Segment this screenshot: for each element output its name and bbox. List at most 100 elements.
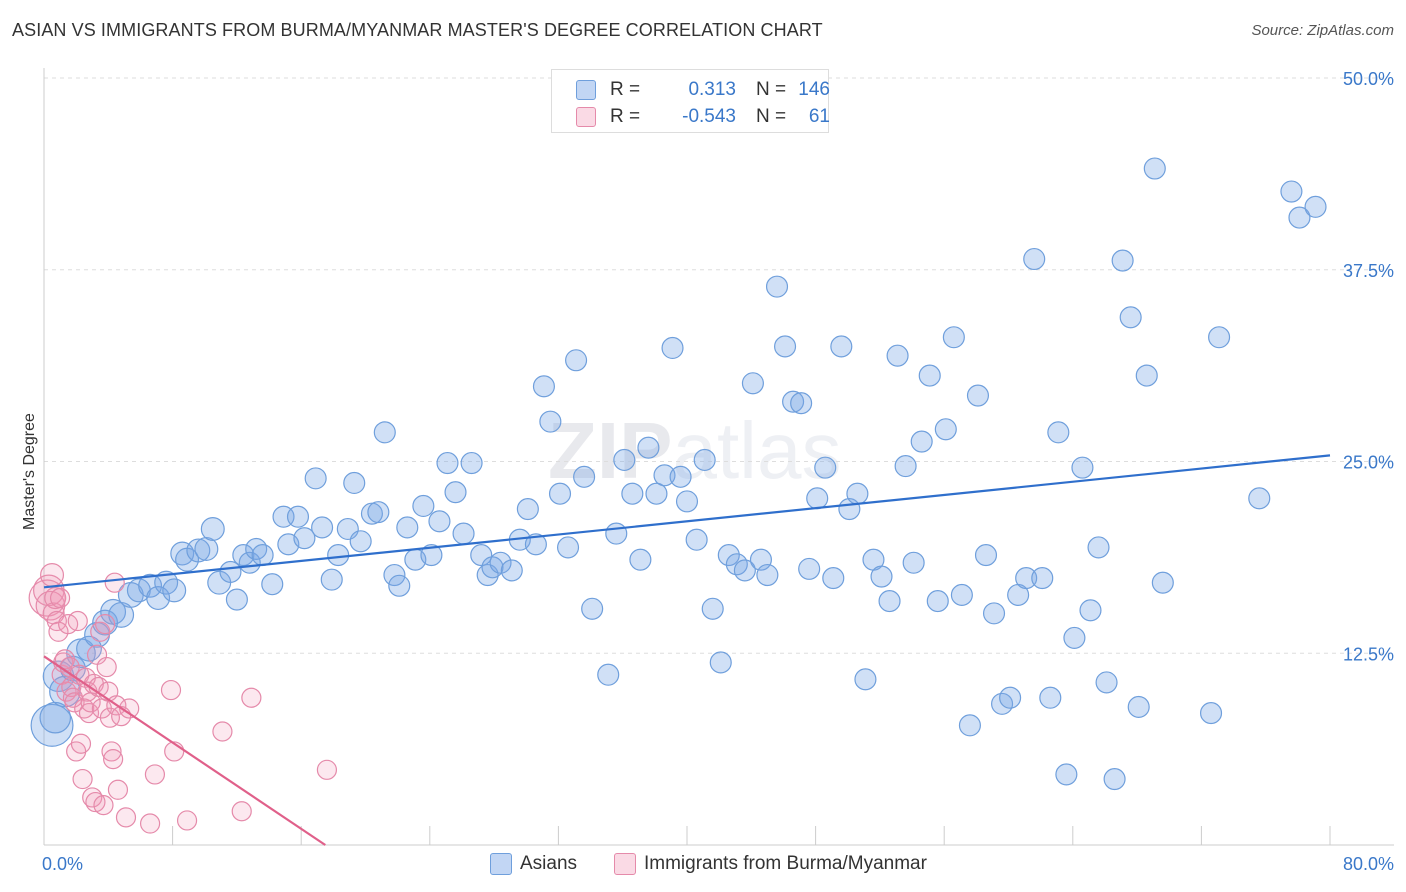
- burma-point: [94, 614, 116, 635]
- asian-point: [1095, 671, 1118, 694]
- y-axis-label: Master's Degree: [21, 413, 38, 530]
- asian-point: [1023, 247, 1046, 271]
- asian-point: [942, 326, 965, 349]
- burma-point: [70, 733, 92, 754]
- asian-point: [733, 559, 756, 582]
- burma-point: [160, 679, 182, 701]
- asian-point: [311, 516, 334, 539]
- asian-point: [597, 663, 620, 686]
- asian-point: [822, 567, 845, 590]
- burma-n-value: 61: [808, 106, 830, 127]
- asian-point: [245, 537, 268, 560]
- asian-point: [790, 392, 813, 415]
- asian-point: [388, 574, 411, 597]
- asian-point: [756, 563, 779, 587]
- asian-point: [251, 544, 274, 567]
- asian-point: [886, 344, 909, 367]
- burma-point: [231, 801, 252, 822]
- asian-point: [645, 482, 668, 505]
- asian-point: [830, 335, 853, 358]
- asian-point: [194, 536, 219, 561]
- asian-point: [846, 482, 869, 505]
- asian-point: [782, 390, 805, 413]
- asian-point: [489, 551, 512, 574]
- asian-r-label: R =: [610, 79, 641, 100]
- asian-point: [894, 455, 917, 478]
- asian-point: [621, 482, 644, 505]
- asian-point: [1143, 157, 1166, 180]
- asian-point: [675, 490, 699, 513]
- asian-point: [798, 557, 821, 580]
- asian-point: [76, 635, 102, 662]
- trend-lines-layer: [43, 454, 1331, 846]
- asian-point: [1063, 626, 1086, 649]
- asian-point: [934, 418, 957, 441]
- asian-point: [452, 522, 475, 545]
- chart-title: ASIAN VS IMMIGRANTS FROM BURMA/MYANMAR M…: [12, 20, 823, 40]
- asian-point: [1087, 536, 1110, 559]
- asian-point: [653, 464, 676, 487]
- burma-point: [96, 656, 117, 678]
- asian-point: [539, 410, 562, 433]
- burma-point: [93, 795, 114, 816]
- asian-point: [1015, 567, 1038, 590]
- asian-point: [1135, 364, 1158, 387]
- asian-point: [854, 668, 877, 691]
- burma-point: [139, 813, 161, 834]
- burma-point: [103, 748, 124, 770]
- asian-point: [470, 544, 493, 567]
- asian-point: [629, 548, 652, 571]
- asian-point: [261, 573, 284, 596]
- asian-point: [717, 544, 740, 567]
- asian-point: [774, 335, 797, 358]
- asian-point: [1031, 567, 1054, 590]
- asian-point: [1248, 487, 1271, 510]
- asian-point: [806, 487, 829, 510]
- asian-point: [286, 505, 310, 528]
- asian-point: [1288, 206, 1311, 229]
- asian-point: [693, 448, 716, 472]
- asian-point: [349, 530, 372, 553]
- y-tick-label: 37.5%: [1343, 261, 1394, 281]
- asian-point: [444, 481, 467, 504]
- asian-point: [1103, 767, 1126, 791]
- burma-n-label: N =: [756, 106, 787, 127]
- asian-point: [765, 275, 789, 298]
- burma-point: [40, 563, 65, 588]
- asian-trend-line: [43, 454, 1331, 589]
- burma-point: [61, 676, 82, 698]
- asian-point: [186, 538, 211, 563]
- asian-point: [516, 498, 539, 521]
- asian-point: [1208, 326, 1231, 349]
- asian-point: [412, 494, 435, 518]
- asian-point: [320, 568, 343, 591]
- asian-point: [814, 456, 837, 479]
- asian-point: [420, 544, 443, 567]
- burma-point: [67, 610, 88, 632]
- asian-point: [565, 349, 588, 372]
- asian-point: [327, 544, 350, 567]
- burma-point: [101, 741, 122, 762]
- asian-point: [373, 421, 396, 444]
- asian-swatch: [576, 80, 596, 100]
- asian-point: [1199, 702, 1223, 725]
- asian-point: [1071, 456, 1094, 479]
- asian-point: [428, 510, 451, 533]
- burma-point: [241, 687, 262, 708]
- asian-point: [902, 551, 925, 574]
- asian-point: [30, 703, 74, 747]
- asian-point: [556, 536, 580, 559]
- burma-point: [119, 698, 140, 719]
- burma-point: [72, 768, 93, 790]
- legend-burma-label: Immigrants from Burma/Myanmar: [644, 853, 927, 874]
- burma-point: [107, 779, 129, 800]
- asian-point: [701, 597, 724, 620]
- asian-point: [910, 430, 933, 453]
- tick-labels-layer: 12.5% 25.0% 37.5% 50.0% 0.0% 80.0% Master's De…: [21, 69, 1394, 874]
- burma-point: [85, 791, 106, 813]
- stats-legend: R = 0.313 N = 146 R = -0.543 N = 61: [551, 69, 830, 133]
- chart-source: Source: ZipAtlas.com: [1251, 22, 1394, 39]
- asian-point: [958, 714, 981, 737]
- legend-asians-swatch: [490, 853, 512, 875]
- asian-point: [343, 471, 366, 495]
